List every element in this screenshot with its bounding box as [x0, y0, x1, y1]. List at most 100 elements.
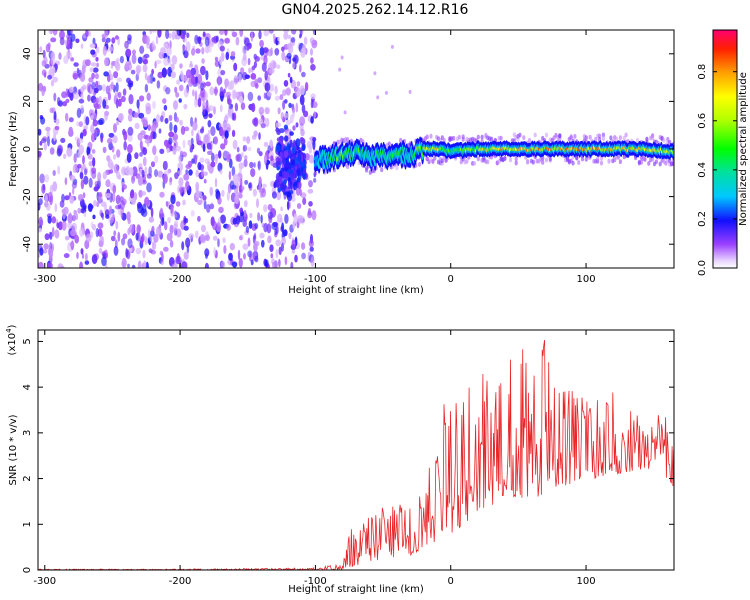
heatmap-cell: [180, 125, 186, 135]
heatmap-cell: [78, 194, 84, 199]
heatmap-cell: [44, 174, 50, 183]
heatmap-cell: [68, 117, 74, 123]
heatmap-cell: [229, 242, 235, 251]
heatmap-cell: [234, 102, 238, 112]
heatmap-cell: [243, 158, 248, 168]
heatmap-cell: [310, 48, 313, 56]
heatmap-cell: [194, 97, 198, 108]
heatmap-cell: [223, 245, 227, 254]
heatmap-cell: [295, 187, 301, 196]
heatmap-cell: [654, 159, 659, 165]
heatmap-cell: [90, 49, 96, 55]
heatmap-cell: [283, 32, 289, 40]
heatmap-cell: [49, 107, 54, 114]
heatmap-cell: [127, 126, 134, 136]
heatmap-cell: [296, 177, 301, 183]
heatmap-cell: [127, 238, 133, 249]
heatmap-cell: [207, 129, 212, 135]
heatmap-cell: [120, 212, 124, 219]
heatmap-cell: [241, 152, 244, 158]
heatmap-cell: [50, 37, 57, 43]
heatmap-cell: [122, 233, 128, 240]
heatmap-cell: [238, 184, 242, 193]
heatmap-cell: [250, 73, 257, 80]
heatmap-cell: [212, 235, 218, 241]
heatmap-cell: [569, 135, 573, 140]
heatmap-cell: [601, 136, 606, 141]
heatmap-cell: [150, 161, 156, 168]
spectrogram-xlabel: Height of straight line (km): [288, 285, 424, 296]
heatmap-cell: [102, 171, 108, 180]
heatmap-cell: [199, 128, 204, 134]
heatmap-cell: [126, 152, 132, 163]
heatmap-cell: [203, 199, 207, 210]
heatmap-cell: [295, 87, 301, 98]
colorbar: 0.0 0.2 0.4 0.6 0.8 Normalized spectral ampl…: [697, 29, 749, 276]
heatmap-cell: [252, 188, 257, 197]
heatmap-cell: [117, 231, 121, 242]
heatmap-cell: [257, 212, 261, 222]
heatmap-cell: [61, 91, 67, 99]
heatmap-cell: [291, 196, 296, 202]
heatmap-cell: [41, 60, 46, 67]
heatmap-cell: [277, 36, 280, 42]
heatmap-cell: [155, 226, 162, 236]
heatmap-cell: [146, 173, 152, 179]
heatmap-cell: [622, 135, 626, 141]
heatmap-cell: [250, 168, 256, 178]
heatmap-cell: [144, 134, 150, 141]
heatmap-cell: [151, 227, 154, 234]
heatmap-cell: [253, 234, 256, 240]
heatmap-cell: [179, 63, 183, 69]
heatmap-cell: [98, 95, 102, 105]
heatmap-cell: [107, 158, 111, 168]
heatmap-cell: [241, 185, 245, 191]
heatmap-cell: [282, 179, 288, 185]
heatmap-cell: [144, 166, 148, 177]
heatmap-cell: [183, 225, 189, 231]
heatmap-cell: [476, 134, 480, 140]
heatmap-cell: [286, 43, 292, 49]
heatmap-cell: [271, 191, 277, 199]
heatmap-cell: [99, 235, 105, 246]
heatmap-cell: [217, 196, 222, 205]
heatmap-cell: [217, 76, 221, 86]
heatmap-cell: [299, 85, 305, 96]
heatmap-cell: [147, 124, 151, 131]
heatmap-cell: [57, 165, 61, 175]
heatmap-cell: [584, 135, 588, 141]
heatmap-cell: [137, 175, 143, 186]
heatmap-cell: [117, 91, 122, 99]
heatmap-cell: [312, 139, 316, 150]
heatmap-cell: [82, 155, 85, 165]
heatmap-cell: [310, 100, 314, 109]
heatmap-cell: [227, 98, 232, 105]
heatmap-cell: [658, 161, 662, 167]
heatmap-cell: [616, 155, 621, 161]
heatmap-cell: [142, 64, 148, 73]
heatmap-cell: [188, 169, 193, 176]
heatmap-cell: [276, 190, 282, 201]
heatmap-cell: [175, 201, 181, 207]
heatmap-cell: [175, 92, 180, 98]
heatmap-cell: [277, 213, 283, 223]
heatmap-cell: [80, 92, 84, 100]
heatmap-cell: [296, 203, 302, 209]
svg-text:(x104): (x104): [5, 324, 18, 355]
heatmap-cell: [234, 194, 239, 205]
heatmap-cell: [263, 141, 269, 148]
heatmap-cell: [155, 59, 162, 65]
heatmap-cell: [258, 184, 262, 193]
heatmap-cell: [231, 31, 238, 38]
heatmap-cell: [102, 99, 107, 109]
heatmap-cell: [134, 152, 139, 160]
heatmap-cell: [115, 62, 121, 72]
heatmap-cell: [544, 157, 549, 163]
heatmap-cell: [207, 120, 212, 128]
heatmap-cell: [120, 166, 127, 176]
heatmap-cell: [83, 211, 87, 218]
heatmap-cell: [239, 235, 243, 241]
heatmap-cell: [72, 187, 75, 195]
heatmap-cell: [244, 37, 250, 47]
heatmap-cell: [85, 59, 91, 67]
